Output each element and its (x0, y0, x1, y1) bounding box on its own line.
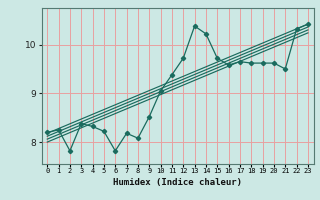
X-axis label: Humidex (Indice chaleur): Humidex (Indice chaleur) (113, 178, 242, 187)
